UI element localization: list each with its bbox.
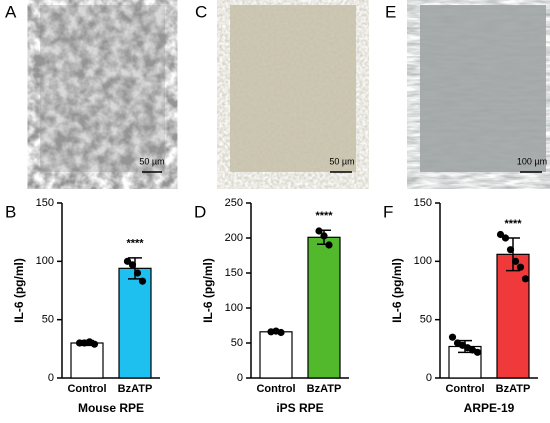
data-point — [506, 246, 515, 254]
y-tick-label: 250 — [225, 197, 243, 209]
x-tick-label: Control — [445, 383, 484, 395]
panel-letter: B — [5, 202, 16, 221]
data-point — [516, 263, 525, 271]
bar — [118, 267, 152, 379]
y-tick-label: 150 — [414, 197, 432, 209]
scale-label: 50 µm — [139, 156, 164, 166]
y-tick-label: 100 — [36, 255, 54, 267]
data-point — [473, 348, 482, 356]
x-tick-label: Control — [67, 383, 106, 395]
data-point — [325, 241, 333, 249]
data-point — [138, 277, 147, 285]
y-tick-label: 50 — [42, 314, 54, 326]
bar — [259, 331, 293, 379]
data-point — [133, 269, 142, 277]
data-point — [75, 339, 84, 347]
y-tick-label: 0 — [426, 372, 432, 384]
data-point — [511, 257, 520, 265]
x-tick-label: Control — [256, 383, 295, 395]
y-tick-label: 0 — [48, 372, 54, 384]
x-tick-label: BzATP — [307, 383, 342, 395]
micrograph-a — [40, 5, 165, 173]
panel-letter: C — [195, 2, 207, 21]
y-tick-label: 50 — [420, 314, 432, 326]
data-point — [277, 328, 285, 337]
bar — [307, 236, 341, 379]
x-axis-title: ARPE-19 — [464, 401, 515, 415]
data-point — [496, 230, 505, 239]
x-axis-title: iPS RPE — [276, 401, 323, 415]
data-point — [448, 333, 457, 341]
y-tick-label: 150 — [36, 197, 54, 209]
bar — [70, 342, 104, 379]
data-point — [315, 227, 323, 235]
data-point — [123, 257, 132, 265]
y-tick-label: 150 — [225, 267, 243, 279]
panel-letter: D — [194, 202, 206, 221]
micrograph-c — [230, 5, 356, 173]
panel-letter: E — [385, 2, 396, 21]
y-tick-label: 100 — [225, 302, 243, 314]
x-axis-title: Mouse RPE — [78, 401, 144, 415]
data-point — [320, 232, 328, 240]
scale-label: 50 µm — [329, 156, 354, 166]
x-tick-label: BzATP — [118, 383, 153, 395]
y-axis-title: IL-6 (pg/ml) — [390, 258, 404, 323]
panel-letter: A — [5, 2, 17, 21]
scale-label: 100 µm — [517, 156, 547, 166]
data-point — [90, 340, 99, 348]
significance: **** — [126, 238, 144, 250]
panel-letter: F — [383, 202, 393, 221]
bar — [496, 253, 530, 379]
significance: **** — [315, 210, 333, 222]
y-axis-title: IL-6 (pg/ml) — [201, 258, 215, 323]
significance: **** — [504, 218, 522, 230]
data-point — [128, 261, 137, 269]
y-axis-title: IL-6 (pg/ml) — [12, 258, 26, 323]
y-tick-label: 0 — [237, 372, 243, 384]
data-point — [521, 275, 530, 283]
x-tick-label: BzATP — [496, 383, 531, 395]
y-tick-label: 200 — [225, 232, 243, 244]
y-tick-label: 50 — [231, 337, 243, 349]
y-tick-label: 100 — [414, 255, 432, 267]
micrograph-e — [420, 5, 546, 173]
data-point — [501, 234, 510, 242]
